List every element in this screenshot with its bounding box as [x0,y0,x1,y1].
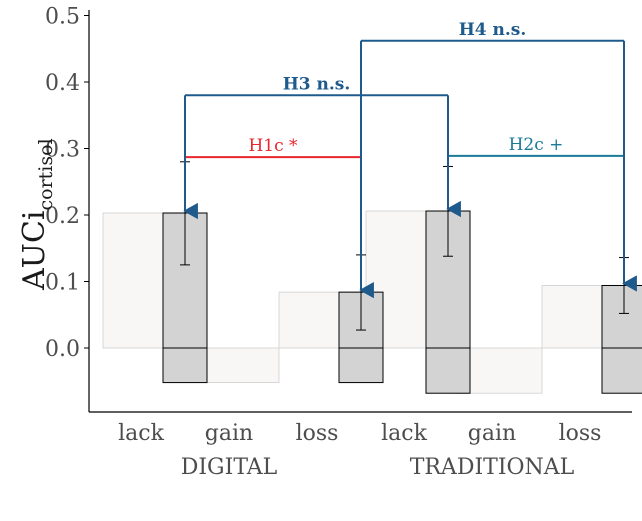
y-tick-label: 0.1 [45,271,80,296]
x-tick-label: lack [118,421,164,446]
group-label: TRADITIONAL [410,455,575,480]
y-tick-label: 0.2 [45,204,80,229]
annotation-label: H3 n.s. [283,74,351,94]
annotation-label: H2c + [509,135,564,155]
x-tick-label: loss [559,421,602,446]
bar-gain-loss-side [601,347,642,394]
annotation-label: H4 n.s. [459,20,527,40]
y-tick-label: 0.5 [45,5,80,30]
y-axis-title: AUCicortisol [17,138,57,291]
bar-gain [425,347,471,394]
x-tick-label: loss [296,421,339,446]
y-axis-title-subscript: cortisol [35,138,57,210]
x-tick-label: lack [381,421,427,446]
y-tick-layer: 0.0 0.1 0.2 0.3 0.4 0.5 [45,5,89,362]
axis-layer [88,10,632,413]
annotation-layer: H1c * H2c + H3 n.s. H4 n.s. [183,20,637,299]
x-tick-label: gain [205,421,253,446]
annotation-label: H1c * [248,136,298,156]
y-tick-label: 0.3 [45,138,80,163]
x-tick-label: gain [468,421,516,446]
group-label: DIGITAL [181,455,278,480]
annotation-bracket: H2c + [446,135,637,292]
bar-gain-loss-side [338,347,384,384]
annotation-bracket: H4 n.s. [359,20,637,299]
y-tick-label: 0.0 [45,337,80,362]
y-axis-title-main: AUCi [17,211,52,292]
annotation-bracket: H3 n.s. [183,74,461,220]
bar-layer [162,210,642,394]
bar-gain [162,347,208,384]
y-tick-label: 0.4 [45,71,80,96]
bar-loss [601,284,642,349]
annotation-bracket: H1c * [183,136,374,299]
x-tick-layer: lack gain loss DIGITAL lack gain loss TRADITION… [118,421,601,480]
